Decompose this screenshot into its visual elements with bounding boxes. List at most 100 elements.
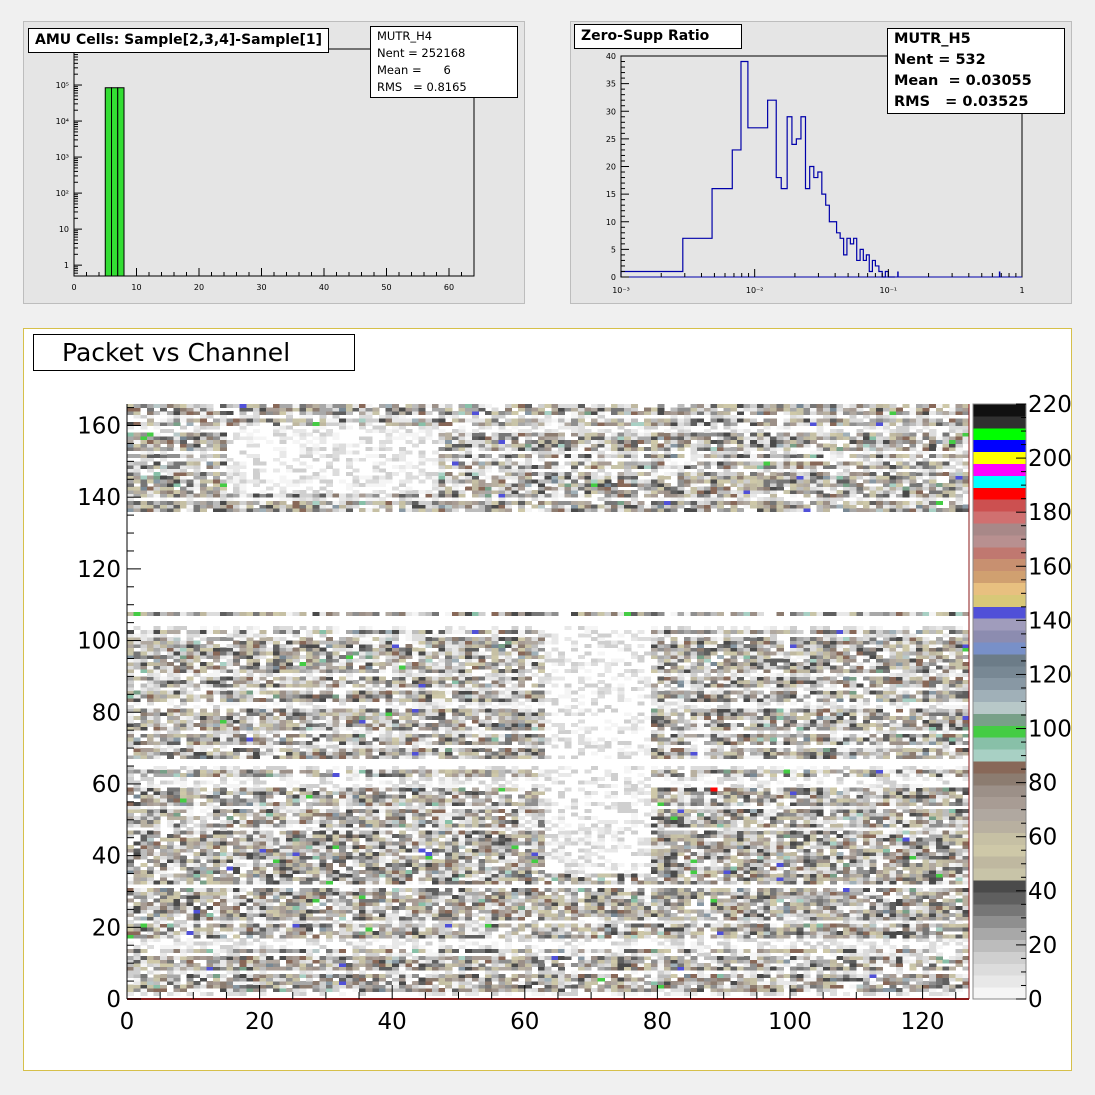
heatmap-cell [717,977,725,982]
heatmap-cell [153,830,161,835]
heatmap-cell [299,927,307,932]
heatmap-cell [829,909,837,914]
heatmap-cell [306,941,314,946]
heatmap-cell [173,966,181,971]
heatmap-cell [703,837,711,842]
heatmap-cell [816,880,824,885]
heatmap-cell [491,991,499,996]
heatmap-cell [538,973,546,978]
heatmap-cell [146,880,154,885]
heatmap-cell [146,923,154,928]
heatmap-cell [796,984,804,989]
heatmap-cell [352,981,360,986]
heatmap-cell [266,855,274,860]
heatmap-cell [650,927,658,932]
heatmap-cell [710,880,718,885]
heatmap-cell [372,916,380,921]
heatmap-cell [962,887,970,892]
heatmap-cell [849,877,857,882]
heatmap-cell [471,991,479,996]
heatmap-cell [789,984,798,989]
heatmap-cell [166,852,174,857]
heatmap-cell [266,927,274,932]
heatmap-cell [166,930,174,935]
heatmap-cell [544,877,552,882]
heatmap-cell [352,902,360,907]
heatmap-cell [949,873,957,878]
heatmap-cell [591,973,599,978]
heatmap-cell [292,977,300,982]
heatmap-cell [319,841,327,846]
heatmap-cell [206,973,214,978]
heatmap-cell [670,959,678,964]
heatmap-cell [385,966,393,971]
heatmap-cell [697,945,705,950]
heatmap-cell [206,837,214,842]
heatmap-cell [372,823,380,828]
heatmap-cell [226,977,234,982]
heatmap-cell [876,916,884,921]
heatmap-cell [445,852,453,857]
heatmap-cell [697,873,705,878]
heatmap-cell [789,970,798,975]
heatmap-cell [843,977,851,982]
heatmap-cell [703,855,711,860]
heatmap-cell [597,977,605,982]
heatmap-cell [127,930,135,935]
heatmap-cell [677,927,685,932]
heatmap-cell [339,819,347,824]
heatmap-cell [743,988,751,993]
heatmap-cell [272,905,280,910]
heatmap-cell [206,991,214,996]
heatmap-cell [591,963,599,968]
heatmap-cell [677,902,685,907]
heatmap-cell [359,895,367,900]
heatmap-cell [445,912,453,917]
heatmap-cell [445,920,453,925]
heatmap-cell [816,970,824,975]
heatmap-cell [743,948,751,953]
heatmap-cell [896,834,904,839]
heatmap-cell [524,909,532,914]
heatmap-cell [272,841,280,846]
y-tick-label: 15 [606,190,616,199]
heatmap-cell [922,891,930,896]
heatmap-cell [750,859,758,864]
heatmap-cell [339,880,347,885]
heatmap-cell [829,966,837,971]
heatmap-cell [359,955,367,960]
heatmap-cell [597,891,605,896]
heatmap-cell [823,873,831,878]
heatmap-cell [173,963,181,968]
heatmap-cell [233,895,241,900]
heatmap-cell [146,938,154,943]
heatmap-cell [630,927,638,932]
heatmap-cell [438,869,446,874]
heatmap-cell [644,902,652,907]
heatmap-cell [604,902,612,907]
heatmap-cell [485,862,493,867]
heatmap-cell [657,981,665,986]
heatmap-cell [127,830,135,835]
heatmap-cell [398,841,406,846]
heatmap-cell [736,837,744,842]
heatmap-cell [226,877,234,882]
heatmap-cell [796,916,804,921]
heatmap-cell [770,959,778,964]
heatmap-cell [412,823,420,828]
heatmap-cell [723,966,731,971]
heatmap-cell [524,973,532,978]
heatmap-cell [538,852,546,857]
heatmap-cell [359,988,367,993]
heatmap-cell [756,844,764,849]
heatmap-cell [796,912,804,917]
heatmap-cell [929,948,937,953]
heatmap-cell [756,895,764,900]
heatmap-cell [279,923,287,928]
heatmap-cell [929,866,937,871]
heatmap-cell [703,952,711,957]
heatmap-cell [471,973,479,978]
heatmap-cell [485,905,493,910]
heatmap-cell [690,837,698,842]
heatmap-cell [325,837,333,842]
